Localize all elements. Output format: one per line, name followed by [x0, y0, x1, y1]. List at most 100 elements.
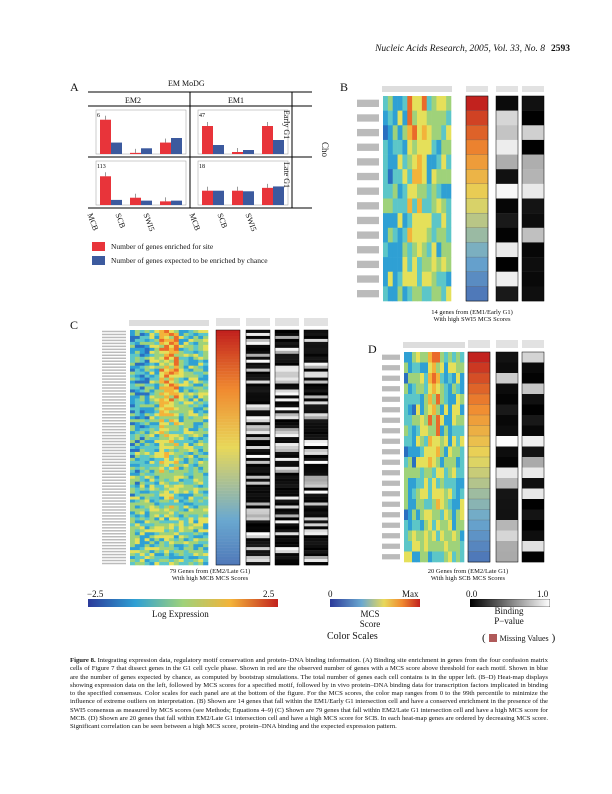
expression-cell: [178, 362, 184, 366]
expression-cell: [173, 344, 180, 349]
expression-cell: [412, 415, 417, 426]
expression-cell: [203, 502, 209, 506]
expression-cell: [440, 425, 445, 437]
expression-cell: [436, 436, 441, 447]
expression-cell: [460, 499, 465, 510]
binding-pvalue-cell: [275, 374, 299, 378]
expression-cell: [203, 484, 209, 488]
expression-cell: [436, 362, 441, 374]
mcs-score-cell: [216, 419, 240, 423]
column-frame: [465, 95, 489, 302]
expression-cell: [139, 505, 145, 509]
expression-cell: [431, 110, 437, 126]
expression-cell: [169, 553, 175, 557]
expression-cell: [139, 344, 145, 349]
expression-cell: [412, 242, 418, 258]
expression-cell: [183, 428, 189, 432]
expression-cell: [404, 383, 409, 395]
expression-cell: [134, 520, 141, 524]
expression-cell: [446, 198, 452, 214]
binding-pvalue-cell: [522, 404, 544, 416]
expression-cell: [412, 125, 418, 141]
expression-cell: [173, 404, 180, 408]
gene-name-label: [382, 491, 400, 497]
expression-cell: [407, 257, 413, 273]
expression-cell: [134, 556, 141, 560]
expression-cell: [173, 502, 180, 506]
expression-cell: [159, 389, 165, 393]
expression-cell: [203, 469, 209, 474]
expression-cell: [149, 511, 155, 515]
expression-cell: [173, 440, 180, 444]
binding-pvalue-cell: [246, 338, 270, 343]
expression-cell: [408, 394, 413, 405]
expression-cell: [440, 394, 445, 405]
expression-cell: [424, 551, 429, 563]
expression-cell: [188, 365, 194, 369]
expression-cell: [164, 338, 170, 343]
expression-cell: [452, 362, 457, 374]
expression-cell: [426, 257, 432, 273]
expression-cell: [154, 431, 160, 435]
expression-cell: [159, 344, 165, 349]
expression-cell: [183, 466, 189, 471]
expression-cell: [154, 392, 160, 396]
expression-cell: [164, 526, 170, 530]
expression-cell: [169, 532, 175, 536]
binding-pvalue-cell: [496, 125, 518, 141]
expression-cell: [407, 154, 413, 170]
expression-cell: [431, 125, 437, 141]
expression-cell: [183, 481, 189, 485]
expression-cell: [159, 556, 165, 560]
expression-cell: [436, 415, 441, 426]
expression-cell: [203, 562, 209, 566]
expression-cell: [159, 332, 165, 337]
expression-cell: [392, 257, 398, 273]
expression-cell: [198, 472, 204, 477]
expression-cell: [428, 457, 433, 468]
expression-cell: [428, 373, 433, 384]
panel-c-label: C: [70, 318, 79, 332]
gene-name-label: [102, 372, 126, 374]
expression-cell: [193, 389, 199, 393]
expression-cell: [183, 395, 189, 399]
mcs-score-cell: [465, 212, 489, 229]
gene-name-label: [357, 128, 379, 137]
expression-cell: [441, 271, 447, 287]
expression-cell: [134, 335, 141, 340]
expression-cell: [149, 398, 155, 402]
expression-cell: [421, 213, 428, 229]
expression-cell: [456, 541, 461, 552]
expression-cell: [446, 169, 452, 185]
expression-cell: [193, 383, 199, 387]
expression-cell: [404, 362, 409, 374]
gene-name-label: [102, 559, 126, 562]
expression-cell: [144, 502, 150, 506]
expression-cell: [183, 535, 189, 539]
expression-cell: [169, 407, 175, 411]
binding-pvalue-cell: [246, 416, 270, 420]
expression-cell: [193, 356, 199, 361]
expression-cell: [134, 505, 141, 509]
gene-name-label: [102, 527, 126, 529]
expression-cell: [383, 213, 389, 229]
expression-cell: [412, 286, 418, 302]
expression-cell: [159, 520, 165, 524]
expression-cell: [188, 520, 194, 524]
expression-cell: [198, 547, 204, 551]
binding-pvalue-cell: [304, 538, 328, 542]
expression-cell: [448, 551, 453, 563]
expression-cell: [144, 454, 150, 459]
gene-name-label: [382, 375, 400, 381]
gene-name-label: [357, 158, 379, 166]
expression-cell: [139, 374, 145, 378]
expression-cell: [169, 371, 175, 375]
expression-cell: [154, 377, 160, 381]
gene-name-label: [382, 480, 400, 486]
expression-cell: [404, 467, 409, 479]
expression-cell: [144, 410, 150, 414]
binding-pvalue-cell: [246, 484, 270, 488]
expression-cell: [440, 436, 445, 447]
expression-cell: [159, 380, 165, 384]
mcs-scale-min: 0: [328, 589, 333, 599]
